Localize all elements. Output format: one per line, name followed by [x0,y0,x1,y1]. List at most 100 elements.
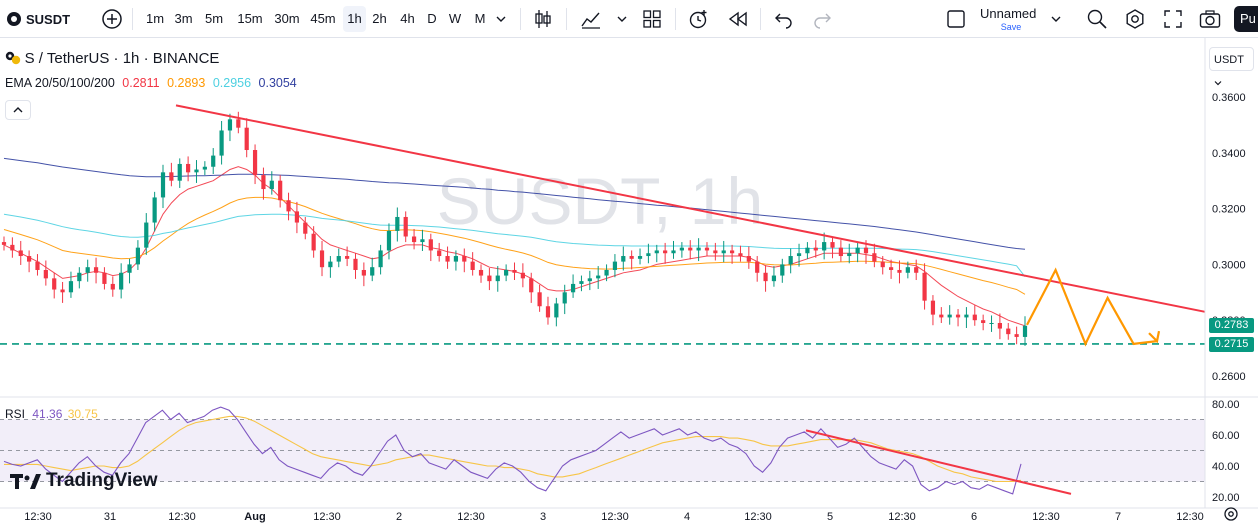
alert-button[interactable] [687,0,709,38]
candle-body [1022,325,1028,337]
redo-button[interactable] [812,0,832,38]
candle-body [152,197,157,223]
timeframe-2h[interactable]: 2h [372,11,387,26]
rsi-trendline [805,429,1072,495]
chevron-down-icon [1051,16,1061,22]
quick-search-button[interactable] [1086,0,1108,38]
timeframe-1h[interactable]: 1h [343,6,366,32]
ema-line-ema200 [3,157,1026,250]
candle-body [119,272,124,290]
candle-body [110,283,115,290]
candle-body [319,250,325,268]
collapse-legend-button[interactable] [5,100,31,120]
candle-body [403,216,408,237]
candle-body [562,292,567,304]
candle-body [746,256,751,262]
candle-body [470,261,475,270]
timeframe-15m[interactable]: 15m [237,11,263,26]
candle-body [353,258,358,270]
separator [132,8,133,30]
candle-body [763,272,768,282]
chevron-down-icon [1214,81,1222,86]
ema-label: EMA 20/50/100/200 [5,76,115,90]
undo-button[interactable] [774,0,794,38]
candle-body [35,261,40,270]
chevron-down-icon [496,16,506,22]
timeframe-30m[interactable]: 30m [274,11,300,26]
layout-save-checkbox[interactable] [947,0,965,38]
snapshot-button[interactable] [1199,0,1221,38]
chevron-up-icon [13,107,23,113]
candle-body [487,275,492,282]
replay-button[interactable] [727,0,749,38]
currency-button[interactable]: USDT [1209,47,1254,86]
candle-body [713,250,718,254]
indicators-button[interactable] [580,0,602,38]
candle-body [704,247,710,251]
rsi-tick-label: 40.00 [1212,461,1240,473]
settings-button[interactable] [1124,0,1146,38]
candle-body [478,269,484,276]
candle-body [52,278,57,290]
axis-settings-button[interactable] [1222,505,1240,528]
symbol-legend[interactable]: S / TetherUS · 1h · BINANCE [5,50,219,67]
symbol-logo-icon [5,51,21,65]
last-price-badge: 0.2783 [1209,318,1254,333]
candle-body [654,250,659,254]
timeframe-5m[interactable]: 5m [204,11,224,26]
undo-icon [775,13,792,29]
ema-legend[interactable]: EMA 20/50/100/200 0.2811 0.2893 0.2956 0… [5,76,297,90]
timeframe-dropdown[interactable] [495,0,507,38]
candle-body [361,269,366,276]
candle-body [135,247,141,265]
candle-body [671,250,676,254]
price-tick-label: 0.3000 [1212,259,1246,271]
timeframe-M[interactable]: M [474,11,486,26]
candle-body [244,127,249,151]
candle-body [579,281,584,284]
candle-body [997,322,1002,329]
layout-name-button[interactable]: Unnamed Save [980,6,1042,34]
time-tick-label: 12:30 [601,511,629,523]
time-tick-label: 7 [1115,511,1121,523]
layout-dropdown[interactable] [1050,0,1062,38]
candle-body [612,261,618,270]
candle-body [194,169,199,173]
candle-body [822,242,827,251]
candle-body [788,256,793,265]
ema100-value: 0.2956 [212,76,252,90]
compare-button[interactable] [101,0,123,38]
time-tick-label: 31 [104,511,116,523]
grid-icon [643,10,661,28]
layout-button[interactable] [642,0,662,38]
candle-body [520,272,525,279]
symbol-search[interactable]: SUSDT [6,0,70,38]
timeframe-W[interactable]: W [448,11,462,26]
top-toolbar: SUSDT 1m 3m 5m 15m 30m 45m 1h 2h 4h D W M Unnamed S… [0,0,1258,38]
candle-body [537,292,542,307]
rsi-legend[interactable]: RSI 41.36 30.75 [5,407,98,421]
timeframe-D[interactable]: D [427,11,437,26]
chart-type-button[interactable] [533,0,553,38]
tradingview-logo[interactable]: TradingView [10,470,158,492]
timeframe-3m[interactable]: 3m [174,11,193,26]
candle-body [981,320,986,323]
resistance-trendline [175,104,1206,313]
fullscreen-button[interactable] [1163,0,1183,38]
indicators-dropdown[interactable] [616,0,628,38]
profile-button[interactable]: Pu [1234,6,1258,32]
candle-body [102,272,107,284]
candle-body [855,247,860,254]
candle-body [169,172,174,181]
chart-canvas[interactable]: SUSDT, 1h 0.36000.34000.32000.30000.2800… [0,38,1258,527]
timeframe-1m[interactable]: 1m [145,11,165,26]
timeframe-4h[interactable]: 4h [400,11,415,26]
candle-body [286,200,291,212]
candle-body [219,130,224,156]
indicators-icon [581,12,600,29]
candle-body [897,269,902,273]
candle-body [847,253,852,257]
chart-area[interactable]: SUSDT, 1h 0.36000.34000.32000.30000.2800… [0,38,1258,527]
candle-body [27,256,32,262]
timeframe-45m[interactable]: 45m [310,11,336,26]
